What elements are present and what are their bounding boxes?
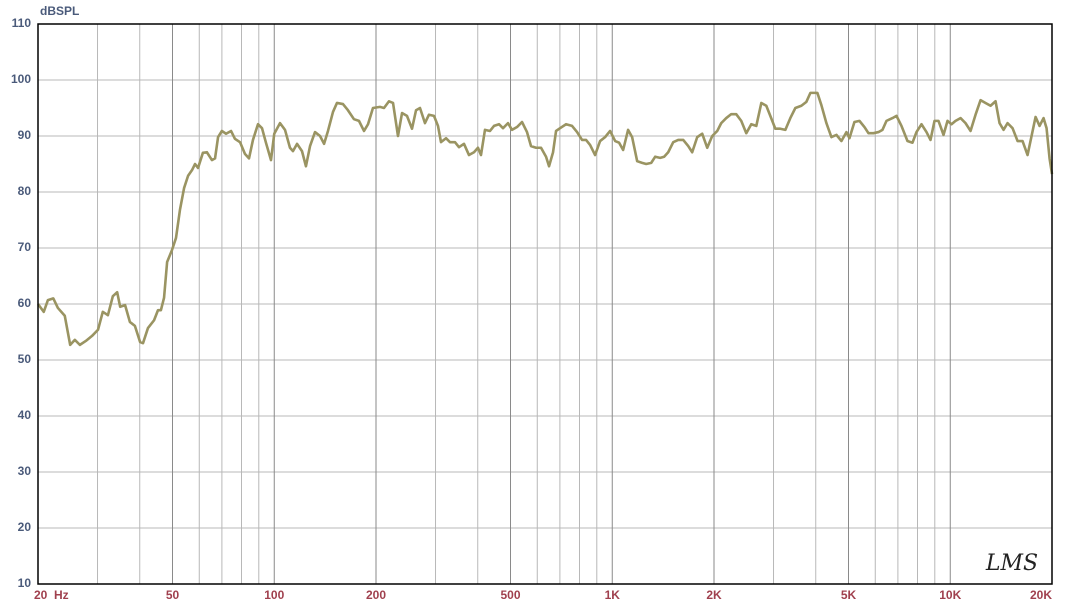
y-tick-label: 20 <box>18 520 32 534</box>
y-axis-label: dBSPL <box>40 4 79 18</box>
x-tick-label: 20K <box>1030 588 1052 602</box>
y-tick-label: 40 <box>18 408 32 422</box>
watermark: LMS <box>985 551 1038 576</box>
response-line <box>36 91 1054 347</box>
x-tick-label: 200 <box>366 588 386 602</box>
y-tick-label: 70 <box>18 240 32 254</box>
y-tick-label: 60 <box>18 296 32 310</box>
y-tick-label: 90 <box>18 128 32 142</box>
y-tick-label: 30 <box>18 464 32 478</box>
x-tick-label: 20 Hz <box>34 588 69 602</box>
x-tick-label: 500 <box>500 588 520 602</box>
y-tick-label: 80 <box>18 184 32 198</box>
plot-border <box>37 23 1053 585</box>
x-tick-label: 50 <box>166 588 180 602</box>
x-tick-label: 2K <box>706 588 722 602</box>
y-tick-label: 100 <box>11 72 31 86</box>
x-tick-label: 5K <box>841 588 857 602</box>
x-tick-label: 1K <box>605 588 621 602</box>
y-tick-label: 50 <box>18 352 32 366</box>
y-tick-label: 10 <box>18 576 32 590</box>
x-tick-label: 100 <box>264 588 284 602</box>
y-tick-label: 110 <box>12 16 32 30</box>
x-tick-label: 10K <box>939 588 961 602</box>
